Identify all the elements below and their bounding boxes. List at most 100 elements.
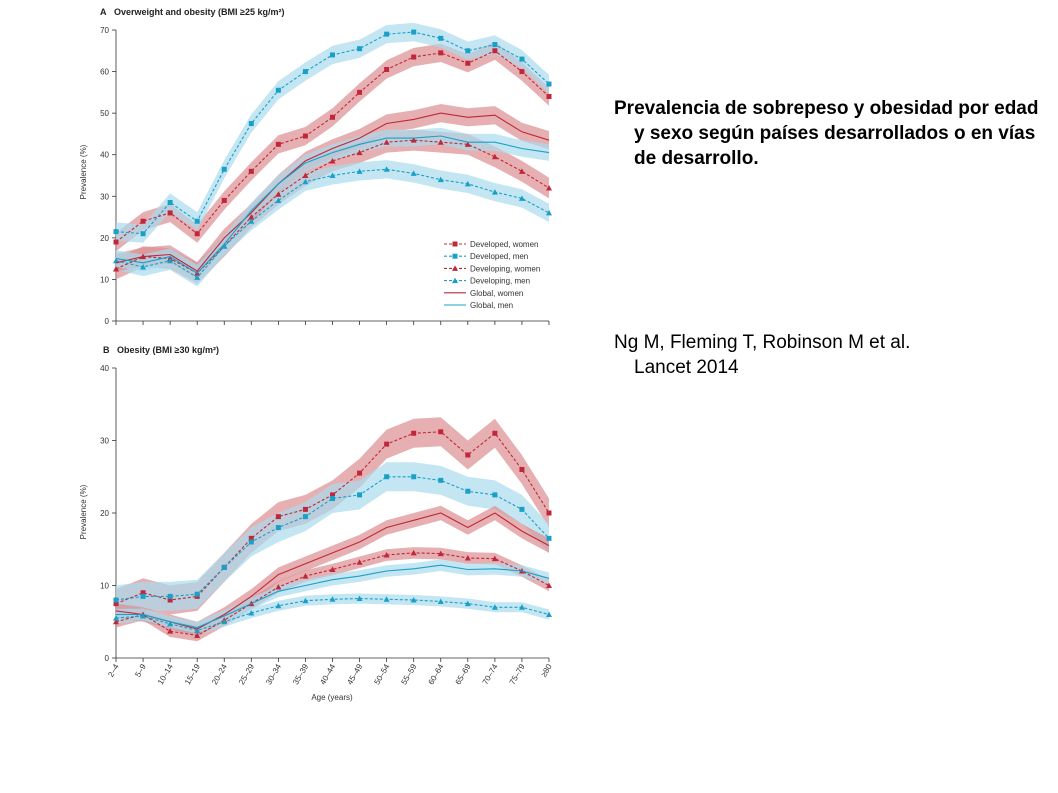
data-point — [140, 263, 147, 270]
x-tick-label: 75–79 — [508, 662, 527, 686]
x-tick-label: 30–34 — [264, 662, 283, 686]
legend-marker — [452, 265, 458, 271]
panel-a-y-axis-title: Prevalence (%) — [79, 144, 88, 199]
series-line-0 — [115, 50, 550, 243]
data-point — [194, 632, 201, 639]
data-point — [546, 582, 552, 588]
data-point — [546, 81, 552, 87]
y-tick-label: 10 — [100, 582, 109, 591]
x-tick-label: 15–19 — [183, 662, 202, 686]
data-point — [330, 114, 335, 120]
x-tick-label: 45–49 — [345, 662, 364, 686]
panel-b-y-axis-title: Prevalence (%) — [79, 484, 88, 539]
data-point — [437, 139, 444, 145]
legend-label: Developed, men — [470, 252, 528, 261]
data-point — [464, 141, 471, 147]
panel-b-x-axis-title: Age (years) — [311, 693, 353, 702]
data-point — [519, 467, 525, 472]
data-point — [330, 52, 335, 58]
data-point — [248, 121, 254, 127]
data-point — [140, 612, 147, 619]
data-point — [140, 593, 146, 599]
panel-a-plot: 0 10 20 30 40 50 60 70 — [100, 22, 552, 326]
data-point — [464, 554, 471, 561]
data-point — [546, 535, 552, 541]
series-line-4 — [115, 512, 550, 630]
legend-label: Developing, women — [470, 264, 540, 273]
data-point — [329, 596, 336, 602]
series-line-2 — [115, 139, 550, 274]
data-point — [140, 218, 146, 224]
data-point — [410, 170, 417, 176]
data-point — [221, 564, 227, 570]
data-point — [411, 54, 417, 60]
data-point — [546, 94, 552, 100]
data-point — [113, 597, 119, 603]
data-point — [546, 510, 552, 516]
data-point — [492, 492, 498, 498]
data-point — [356, 595, 363, 602]
data-point — [411, 474, 417, 480]
panel-b-title: Obesity (BMI ≥30 kg/m²) — [117, 345, 219, 355]
data-point — [275, 514, 281, 520]
series-line-4 — [115, 112, 550, 272]
data-point — [465, 60, 471, 66]
data-point — [518, 604, 525, 610]
series-line-1 — [115, 476, 550, 601]
data-point — [302, 69, 308, 75]
data-point — [356, 149, 363, 156]
data-point — [113, 229, 119, 235]
y-tick-label: 40 — [100, 364, 109, 373]
panel-a-title: Overweight and obesity (BMI ≥25 kg/m²) — [114, 7, 284, 17]
x-tick-label: 40–44 — [318, 662, 337, 686]
data-point — [167, 210, 173, 216]
data-point — [492, 48, 498, 54]
data-point — [437, 598, 444, 604]
series-band-5 — [116, 127, 549, 282]
data-point — [330, 492, 335, 498]
data-point — [492, 42, 498, 48]
slide-heading: Prevalencia de sobrepeso y obesidad por … — [614, 98, 1039, 169]
data-point — [438, 35, 444, 41]
series-line-2 — [115, 552, 550, 637]
data-point — [167, 628, 174, 634]
legend-marker — [452, 241, 458, 247]
data-point — [194, 231, 200, 237]
x-tick-label: 35–39 — [291, 662, 310, 686]
data-point — [411, 430, 417, 436]
data-point — [302, 597, 309, 604]
data-point — [519, 69, 525, 75]
data-point — [546, 184, 552, 191]
x-tick-label: 10–14 — [156, 662, 175, 686]
data-point — [329, 172, 336, 178]
data-point — [518, 195, 525, 201]
data-point — [518, 168, 525, 174]
data-point — [275, 583, 282, 590]
data-point — [491, 153, 498, 160]
data-point — [302, 178, 309, 185]
series-band-3 — [116, 160, 549, 287]
data-point — [329, 157, 336, 164]
panel-b: B Obesity (BMI ≥30 kg/m²) Prevalence (%)… — [79, 345, 554, 702]
figure: A Overweight and obesity (BMI ≥25 kg/m²)… — [79, 7, 554, 702]
data-point — [275, 191, 282, 197]
data-point — [491, 604, 498, 610]
x-tick-label: ≥80 — [539, 662, 554, 678]
data-point — [221, 197, 227, 203]
data-point — [221, 618, 228, 625]
data-point — [113, 601, 119, 607]
data-point — [465, 452, 471, 458]
data-point — [410, 597, 417, 603]
data-point — [330, 496, 335, 501]
data-point — [167, 620, 174, 627]
data-point — [465, 48, 471, 54]
data-point — [384, 474, 390, 480]
data-point — [384, 66, 390, 72]
data-point — [383, 596, 390, 602]
x-tick-label: 20–24 — [210, 662, 229, 686]
data-point — [113, 618, 119, 625]
legend-marker — [452, 277, 458, 284]
y-tick-label: 10 — [100, 275, 109, 284]
data-point — [491, 189, 498, 195]
data-point — [546, 611, 552, 617]
